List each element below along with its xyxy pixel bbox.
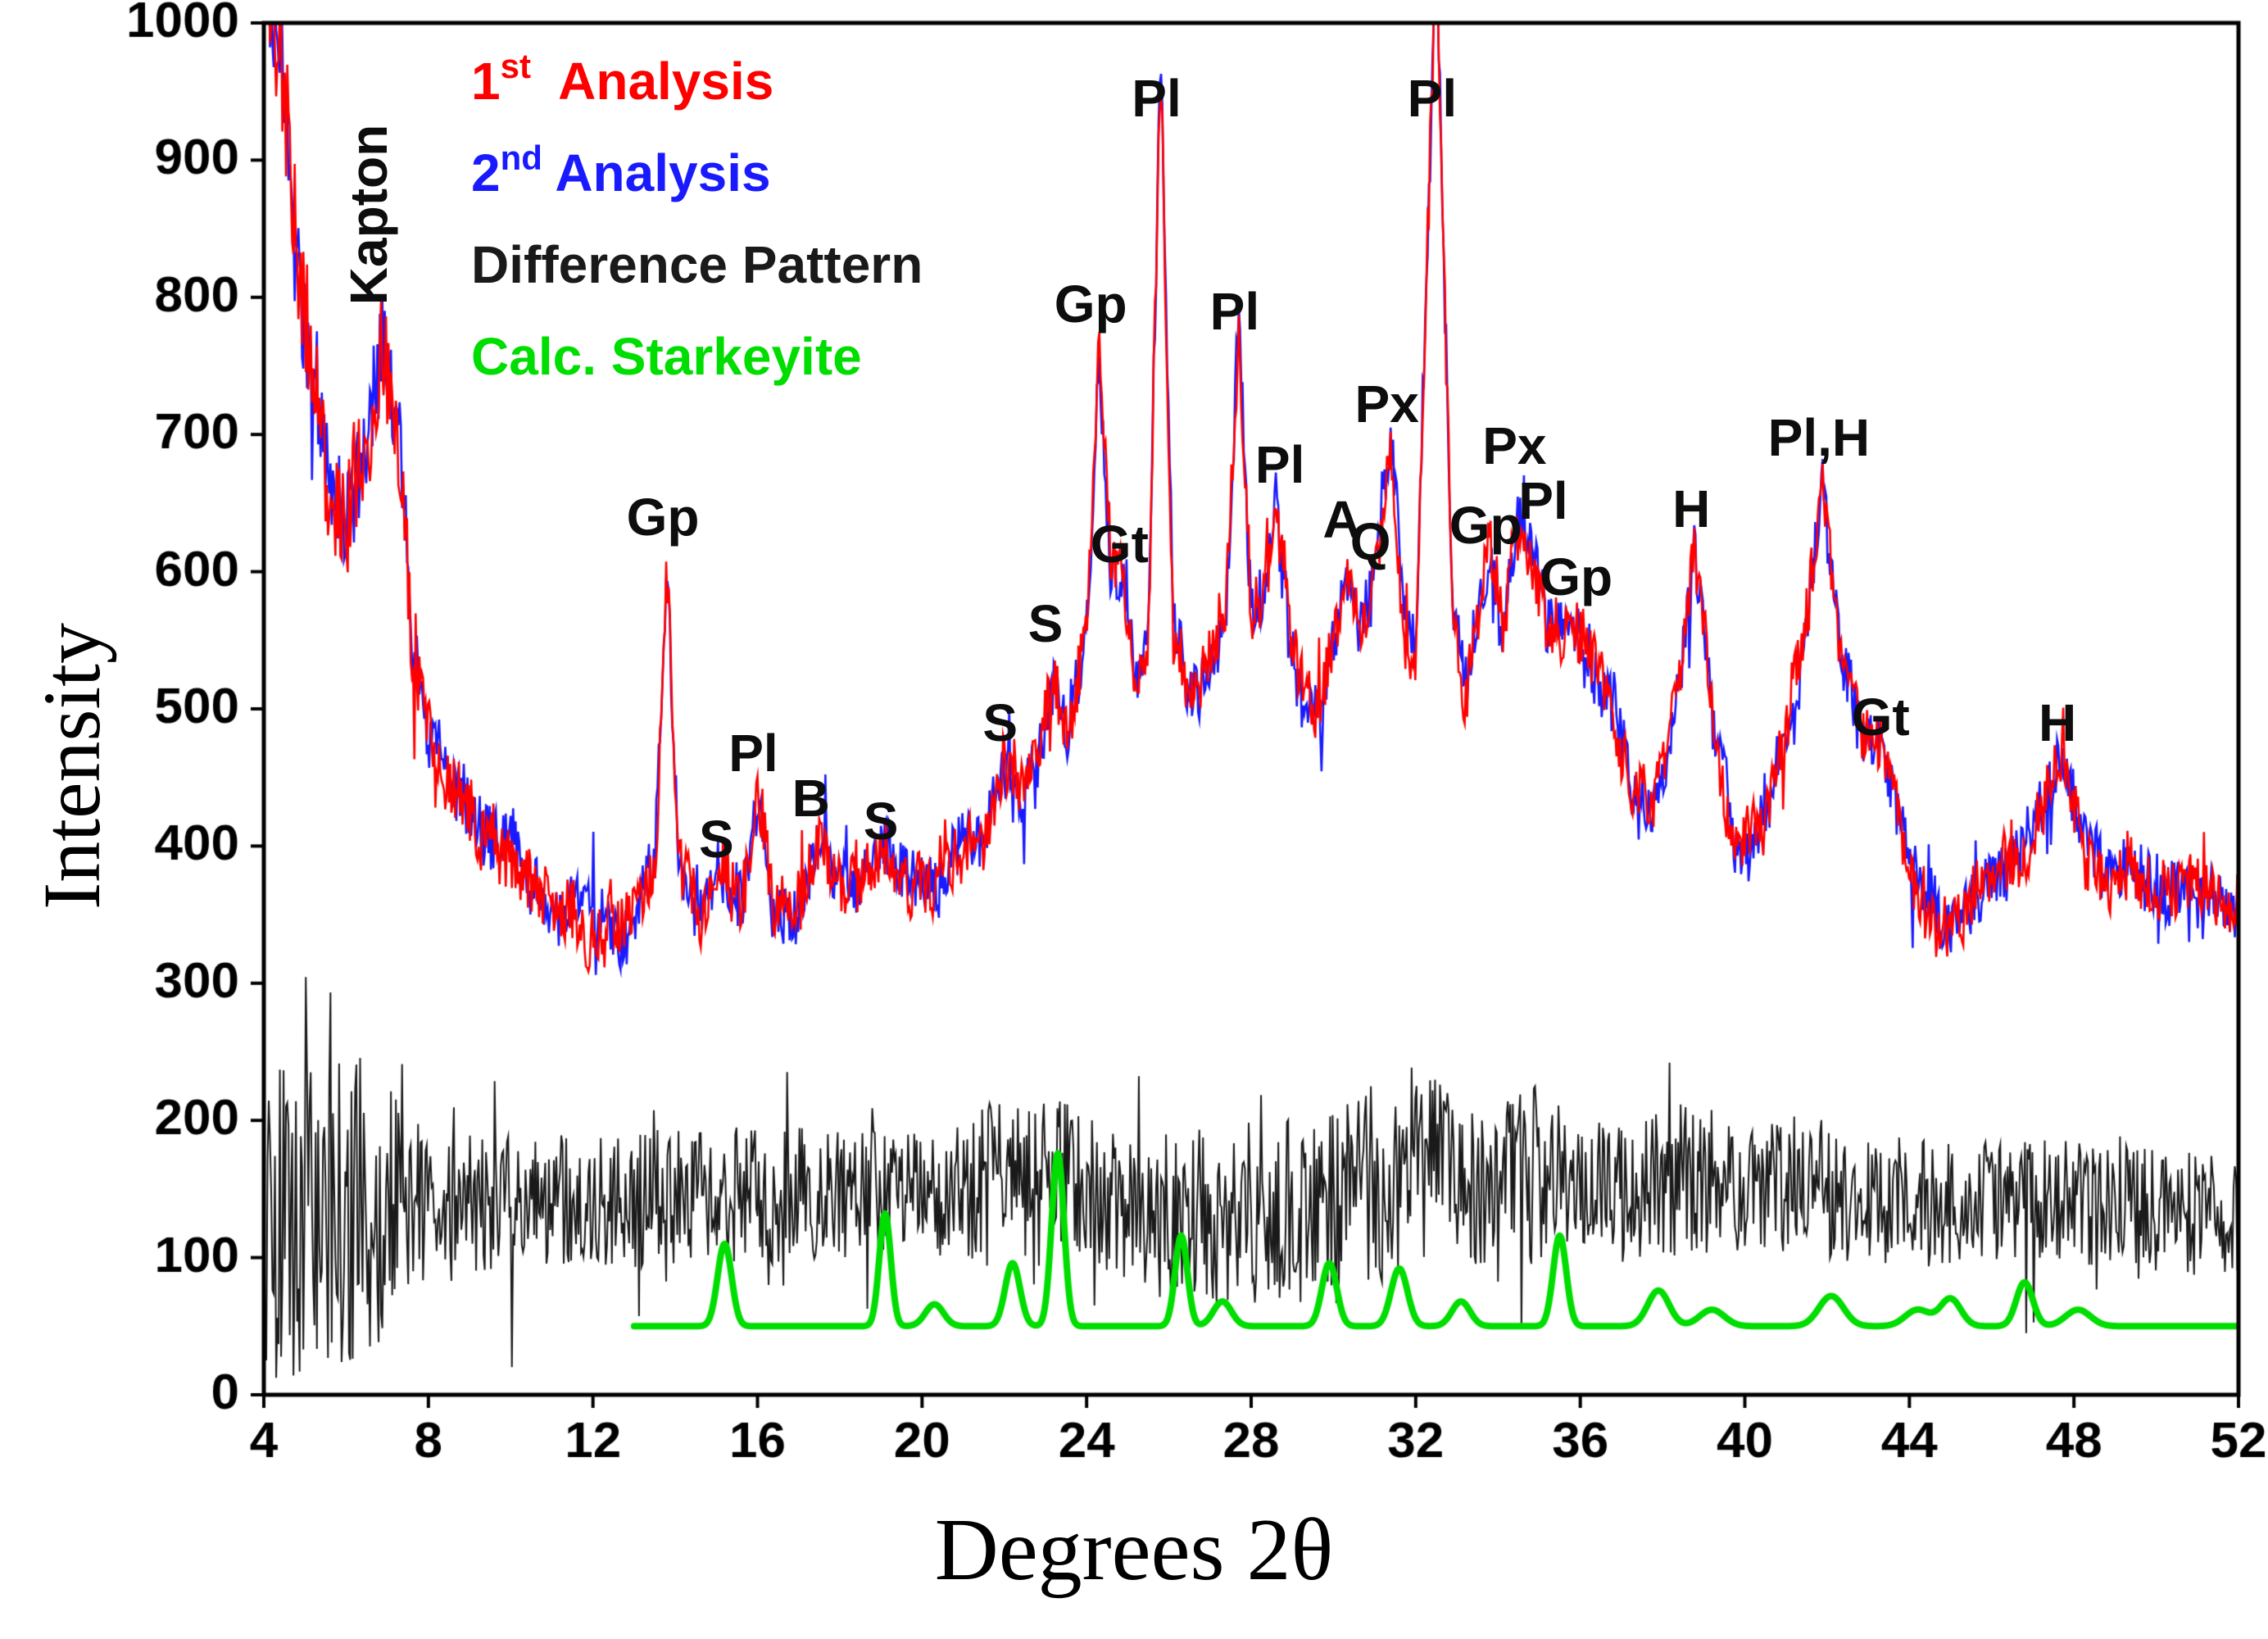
legend-calc-starkeyite: Calc. Starkeyite: [471, 303, 923, 395]
legend-calc-text: Calc. Starkeyite: [471, 327, 862, 386]
legend: 1st Analysis 2nd Analysis Difference Pat…: [471, 28, 923, 395]
x-axis-label: Degrees 2θ: [934, 1501, 1334, 1599]
legend-1st-analysis: 1st Analysis: [471, 28, 923, 120]
legend-1st-sup: st: [500, 47, 531, 85]
legend-2nd-sup: nd: [500, 138, 542, 177]
legend-2nd-num: 2: [471, 143, 501, 202]
legend-1st-text: Analysis: [530, 52, 774, 111]
legend-difference-pattern: Difference Pattern: [471, 211, 923, 303]
legend-1st-num: 1: [471, 52, 501, 111]
legend-2nd-text: Analysis: [542, 143, 771, 202]
legend-2nd-analysis: 2nd Analysis: [471, 120, 923, 211]
y-axis-label: Intensity: [26, 623, 117, 910]
legend-diff-text: Difference Pattern: [471, 235, 923, 294]
